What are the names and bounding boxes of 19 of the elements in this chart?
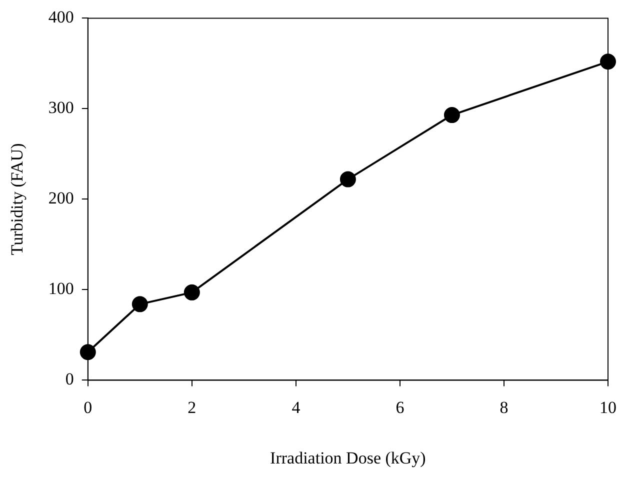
point bbox=[444, 107, 460, 124]
x-tick-label: 0 bbox=[84, 398, 92, 417]
y-tick-label: 400 bbox=[48, 8, 74, 27]
point bbox=[80, 344, 96, 360]
x-tick-label: 6 bbox=[396, 398, 404, 417]
point bbox=[340, 171, 356, 188]
point bbox=[132, 296, 148, 312]
y-tick-label: 300 bbox=[48, 98, 74, 118]
x-axis-title: Irradiation Dose (kGy) bbox=[270, 448, 426, 468]
x-tick-label: 4 bbox=[292, 398, 301, 417]
y-tick-label: 200 bbox=[48, 188, 74, 208]
point bbox=[184, 284, 200, 300]
y-tick-label: 0 bbox=[65, 370, 74, 389]
x-tick-label: 8 bbox=[500, 398, 508, 417]
y-axis-title: Turbidity (FAU) bbox=[8, 143, 27, 256]
x-tick-label: 10 bbox=[600, 398, 616, 417]
x-tick-label: 2 bbox=[188, 398, 196, 417]
y-tick-label: 100 bbox=[48, 279, 74, 298]
point bbox=[600, 54, 616, 70]
